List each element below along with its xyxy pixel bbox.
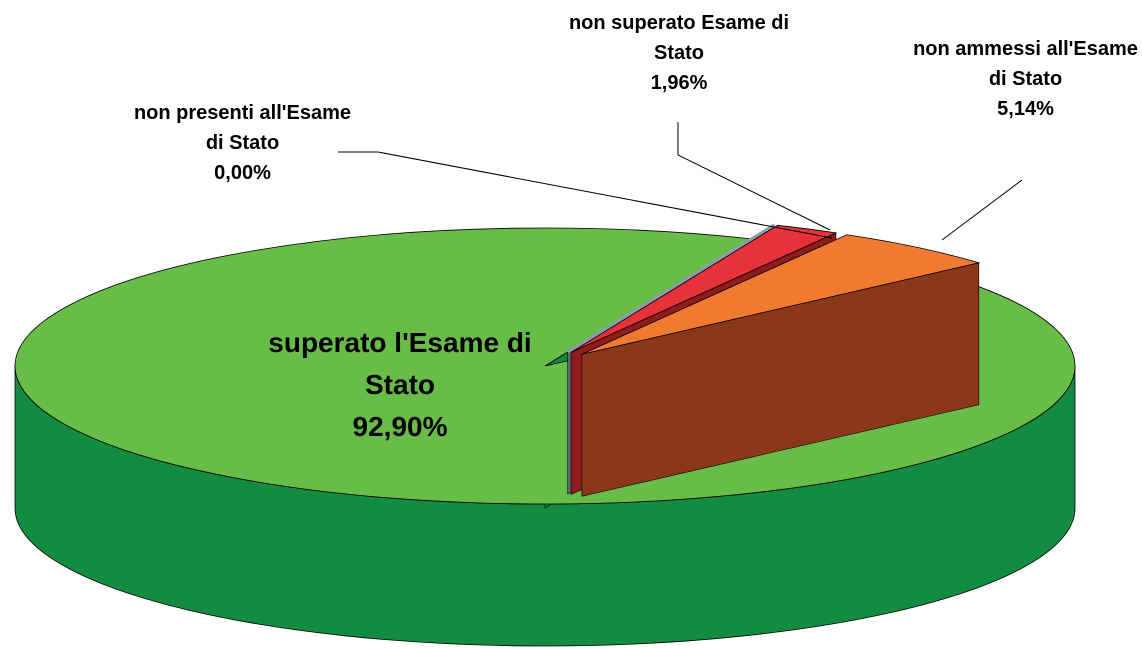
slice-label: non superato Esame di Stato 1,96% <box>548 8 810 98</box>
slice <box>570 224 838 353</box>
slice-label: non presenti all'Esame di Stato 0,00% <box>130 98 355 188</box>
value-label: 0,00% <box>214 162 271 184</box>
value-label: 92,90% <box>352 411 448 442</box>
slice <box>581 234 981 355</box>
value-label: 5,14% <box>997 98 1054 120</box>
value-label: 1,96% <box>650 72 708 94</box>
category-label: non ammessi all'Esame di Stato <box>913 38 1138 90</box>
leader-line <box>941 179 1023 241</box>
slice-label: superato l'Esame di Stato 92,90% <box>250 322 550 448</box>
category-label: non presenti all'Esame di Stato <box>133 102 352 154</box>
slice-label: non ammessi all'Esame di Stato 5,14% <box>908 34 1142 124</box>
category-label: non superato Esame di Stato <box>568 12 790 64</box>
leader-line <box>677 122 831 231</box>
category-label: superato l'Esame di Stato <box>268 327 532 400</box>
leader-line <box>338 151 833 239</box>
